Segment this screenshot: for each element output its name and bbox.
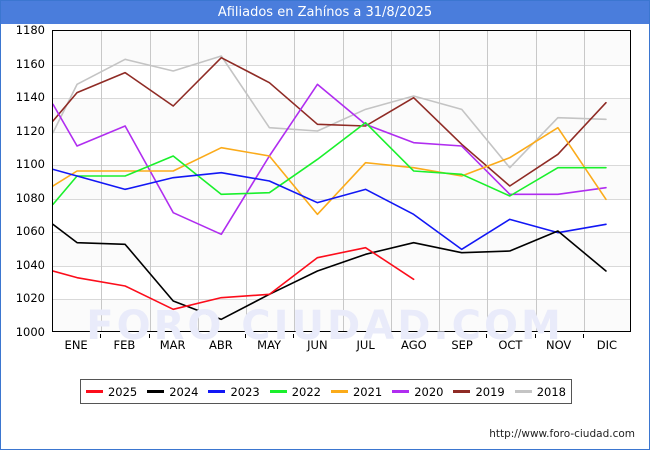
gridline-horizontal [53,132,630,133]
x-axis-labels: ENE FEB MAR ABR MAY JUN JUL AGO SEP OCT NOV DIC [52,334,631,356]
gridline-horizontal [53,232,630,233]
legend-swatch-icon [85,390,103,393]
series-line-2023 [53,168,607,251]
y-axis-tick-label: 1160 [15,56,45,71]
x-axis-tick [149,334,150,338]
series-lines [53,55,607,321]
x-axis-tick [100,334,101,338]
y-axis-tick-label: 1100 [15,157,45,172]
x-axis-tick-label: OCT [498,338,523,352]
x-axis-tick [390,334,391,338]
x-axis-tick-label: FEB [113,338,136,352]
legend-swatch-icon [147,390,165,393]
series-line-2021 [53,126,607,216]
x-axis-tick-label: DIC [596,338,618,352]
legend-label: 2023 [230,384,260,399]
legend-item-2023[interactable]: 2023 [208,384,260,399]
gridline-vertical [246,31,247,331]
legend-swatch-icon [453,390,471,393]
gridline-vertical [150,31,151,331]
legend-label: 2018 [536,384,567,399]
page-title: Afiliados en Zahínos a 31/8/2025 [1,1,649,24]
gridline-horizontal [53,98,630,99]
legend-label: 2021 [352,384,383,399]
y-axis-tick-label: 1180 [15,23,45,37]
legend-label: 2024 [169,384,199,399]
x-axis-tick [245,334,246,338]
gridline-vertical [487,31,488,331]
series-line-2018 [53,55,607,169]
plot-band [53,64,630,99]
series-line-2020 [53,83,607,236]
y-axis-tick-label: 1120 [15,123,45,138]
legend-item-2021[interactable]: 2021 [330,384,383,399]
y-axis-tick-label: 1040 [15,257,45,272]
legend-label: 2020 [414,384,444,399]
legend-item-2024[interactable]: 2024 [147,384,199,399]
x-axis-tick-label: ENE [64,338,88,352]
y-axis-tick-label: 1140 [15,90,45,105]
legend-item-2025[interactable]: 2025 [85,384,138,399]
legend-swatch-icon [392,390,410,393]
gridline-vertical [391,31,392,331]
gridline-vertical [343,31,344,331]
chart-legend: 2025 2024 2023 2022 2021 2020 2019 2018 [80,379,572,404]
plot-band [53,131,630,166]
source-url: http://www.foro-ciudad.com [489,428,635,440]
legend-item-2018[interactable]: 2018 [514,384,567,399]
x-axis-tick [535,334,536,338]
legend-swatch-icon [330,390,348,393]
series-line-2022 [53,121,607,206]
legend-label: 2019 [475,384,505,399]
gridline-vertical [198,31,199,331]
x-axis-tick [197,334,198,338]
legend-label: 2022 [291,384,322,399]
x-axis-tick [342,334,343,338]
gridline-vertical [101,31,102,331]
x-axis-tick-label: AGO [401,338,427,352]
legend-label: 2025 [107,384,138,399]
x-axis-tick-label: ABR [209,338,233,352]
x-axis-tick-label: SEP [451,338,473,352]
gridline-horizontal [53,165,630,166]
y-axis-tick-label: 1060 [15,224,45,239]
y-axis-tick-label: 1080 [15,190,45,205]
gridline-horizontal [53,266,630,267]
legend-item-2019[interactable]: 2019 [453,384,505,399]
x-axis-tick [486,334,487,338]
gridline-horizontal [53,65,630,66]
gridline-horizontal [53,299,630,300]
x-axis-tick [438,334,439,338]
gridline-vertical [439,31,440,331]
y-axis-tick-label: 1000 [15,325,45,339]
legend-swatch-icon [208,390,226,393]
series-line-2019 [53,56,607,187]
x-axis-tick-label: MAR [159,338,186,352]
x-axis-tick-label: MAY [257,338,282,352]
plot-frame [52,30,631,332]
legend-swatch-icon [514,390,532,393]
legend-swatch-icon [269,390,287,393]
y-axis-tick-label: 1020 [15,291,45,306]
gridline-vertical [294,31,295,331]
x-axis-tick-label: JUL [356,338,375,352]
x-axis-tick-label: JUN [307,338,328,352]
x-axis-tick-label: NOV [545,338,572,352]
gridline-horizontal [53,199,630,200]
gridline-vertical [584,31,585,331]
y-axis-labels: 1000 1020 1040 1060 1080 1100 1120 1140 1160 1180 [1,23,49,339]
series-line-2025 [53,246,415,311]
series-line-2024 [53,223,607,321]
legend-item-2020[interactable]: 2020 [392,384,444,399]
chart-area: 1000 1020 1040 1060 1080 1100 1120 1140 1160 1180… [1,23,649,428]
legend-item-2022[interactable]: 2022 [269,384,322,399]
x-axis-tick [583,334,584,338]
x-axis-tick [293,334,294,338]
